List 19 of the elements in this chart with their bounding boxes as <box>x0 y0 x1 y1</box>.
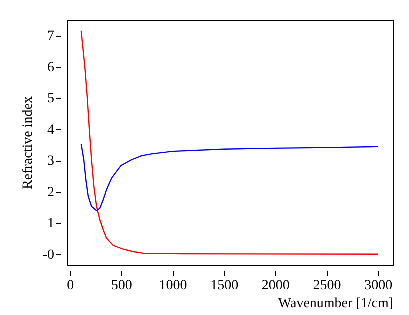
y-tick-label: 7 <box>48 29 54 44</box>
y-tick-label: 5 <box>48 92 54 107</box>
x-tick-label: 2000 <box>262 278 290 294</box>
y-tick-label: 1 <box>48 216 54 232</box>
y-tick-label: 6 <box>48 60 54 76</box>
y-tick-label: 2 <box>48 185 54 200</box>
x-tick-label: 3000 <box>364 278 393 294</box>
y-tick-label: -0 <box>42 248 54 263</box>
line-series <box>80 143 379 212</box>
y-tick-label: 3 <box>48 154 54 170</box>
line-series <box>80 30 379 255</box>
x-tick-label: 1500 <box>210 278 239 294</box>
y-axis-title: Refractive index <box>20 96 36 190</box>
x-axis-title: Wavenumber [1/cm] <box>278 296 394 312</box>
y-tick-label: 4 <box>48 122 54 138</box>
x-tick-label: 500 <box>111 278 132 294</box>
x-tick-label: 2500 <box>313 278 342 294</box>
x-tick-label: 0 <box>67 278 74 294</box>
x-tick-label: 1000 <box>159 278 188 294</box>
